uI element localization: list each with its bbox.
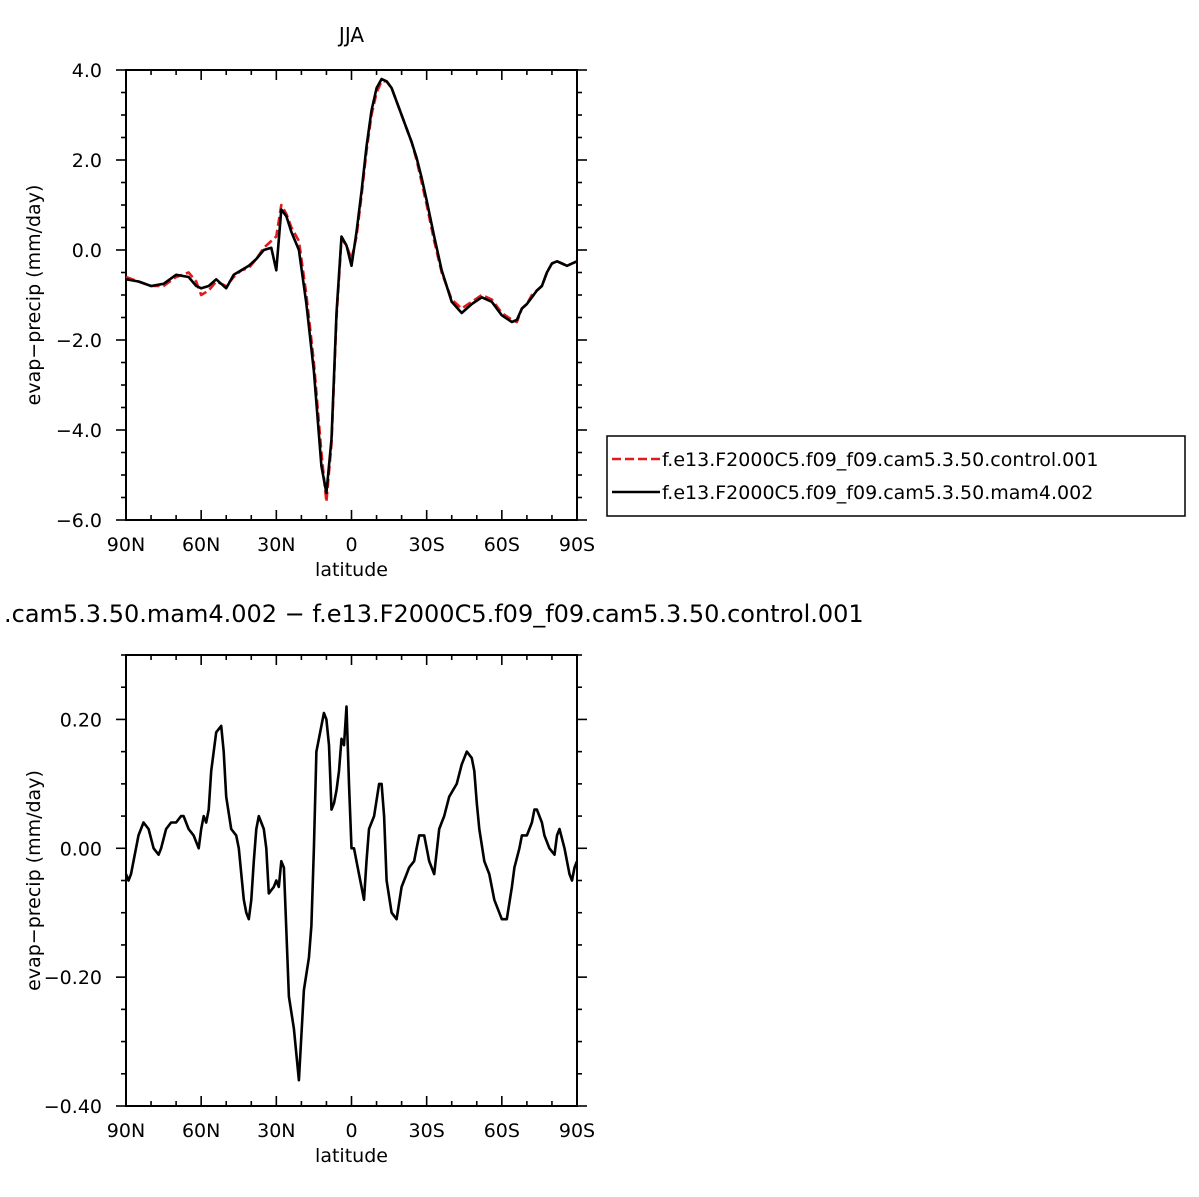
chart-title: JJA (337, 23, 364, 47)
x-tick-label: 60N (182, 534, 220, 556)
x-tick-label: 90N (107, 534, 145, 556)
x-tick-label: 0 (345, 534, 357, 556)
legend: f.e13.F2000C5.f09_f09.cam5.3.50.control.… (606, 435, 1186, 517)
x-tick-label: 30S (409, 1120, 445, 1142)
x-axis-label: latitude (315, 1145, 388, 1167)
x-tick-label: 60S (484, 1120, 520, 1142)
x-tick-label: 60S (484, 534, 520, 556)
y-tick-label: −6.0 (56, 510, 102, 532)
x-tick-label: 30N (257, 534, 295, 556)
legend-entry: f.e13.F2000C5.f09_f09.cam5.3.50.mam4.002 (662, 482, 1093, 504)
legend-box (606, 435, 1186, 517)
y-tick-label: −4.0 (56, 420, 102, 442)
legend-entry: f.e13.F2000C5.f09_f09.cam5.3.50.control.… (662, 449, 1098, 471)
y-axis-label: evap−precip (mm/day) (23, 770, 45, 991)
y-tick-label: 2.0 (72, 150, 102, 172)
y-tick-label: −0.40 (44, 1096, 102, 1118)
x-tick-label: 0 (345, 1120, 357, 1142)
y-axis-label: evap−precip (mm/day) (23, 185, 45, 406)
chart-1: 90N 60N 30N 0 30S 60S 90S 4.0 2.0 0.0 −2.0 −4.0 −6.0… (23, 23, 1186, 581)
y-tick-label: 0.00 (60, 838, 102, 860)
x-tick-label: 90S (559, 534, 595, 556)
x-tick-label: 90N (107, 1120, 145, 1142)
y-tick-label: 0.20 (60, 709, 102, 731)
series-line-1 (124, 705, 579, 1082)
chart-title: .cam5.3.50.mam4.002 − f.e13.F2000C5.f09_… (4, 600, 864, 628)
y-tick-label: −2.0 (56, 330, 102, 352)
y-tick-label: −0.20 (44, 967, 102, 989)
series-line-2 (125, 77, 578, 495)
x-tick-label: 90S (559, 1120, 595, 1142)
chart-2: 90N 60N 30N 0 30S 60S 90S 0.20 0.00 −0.20 −0.40 lat… (4, 600, 864, 1167)
x-tick-label: 30S (409, 534, 445, 556)
plot-frame (125, 654, 578, 1107)
x-tick-label: 60N (182, 1120, 220, 1142)
x-tick-label: 30N (257, 1120, 295, 1142)
x-axis-label: latitude (315, 559, 388, 581)
series-line-1 (125, 80, 578, 504)
y-tick-label: 4.0 (72, 60, 102, 82)
plot-frame (125, 69, 578, 521)
y-tick-label: 0.0 (72, 240, 102, 262)
